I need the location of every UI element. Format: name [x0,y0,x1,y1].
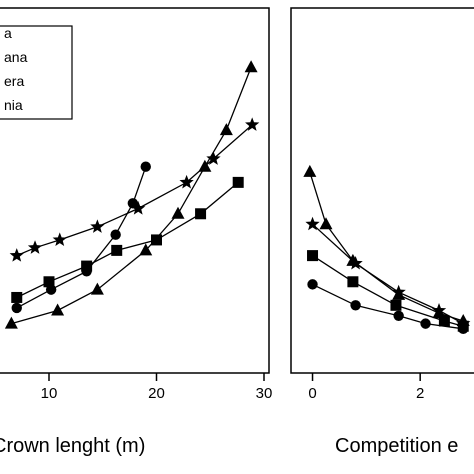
left-x-tick-label: 20 [148,385,165,402]
left-data-point-circle [127,198,139,209]
left-data-point-square [195,208,207,220]
legend-box [0,25,73,120]
crown-length-panel: 10 20 30 a ana era nia Crown lenght (m) [0,7,273,457]
left-series-star [9,117,260,262]
left-data-point-triangle [4,316,18,329]
right-data-point-star [305,216,320,231]
right-data-point-circle [420,318,431,329]
right-data-point-square [390,299,402,311]
left-data-point-circle [110,229,121,240]
left-data-point-square [43,276,55,288]
left-data-point-star [52,232,67,246]
right-data-point-star [348,255,363,270]
left-series-line [16,124,253,257]
right-data-point-circle [393,310,404,321]
legend: a ana era nia [0,25,73,120]
left-data-point-star [179,174,194,189]
left-data-point-triangle [219,123,233,136]
left-data-point-triangle [51,303,65,316]
left-data-point-triangle [90,282,104,295]
left-data-point-circle [11,302,22,314]
right-data-point-square [307,250,319,262]
left-x-ticks: 10 20 30 [41,373,273,402]
right-x-tick-label: 2 [416,385,424,402]
right-data-point-triangle [303,164,317,177]
right-data-point-circle [307,279,318,290]
left-data-point-triangle [171,206,185,219]
right-series-line [309,171,464,322]
right-data-point-star [456,316,471,330]
right-series-triangle [303,164,470,326]
legend-entry-label: era [4,73,24,89]
left-series-square [11,176,244,303]
legend-entry-label: nia [4,97,23,113]
right-plot-frame [290,7,474,374]
left-data-point-square [11,291,23,303]
legend-entry-label: ana [4,49,28,65]
right-data-point-triangle [319,217,333,230]
left-data-point-square [111,244,123,256]
left-data-point-star [131,201,146,215]
left-series-line [16,166,147,309]
left-x-tick-label: 30 [256,385,273,402]
right-series-group [303,164,471,335]
left-data-point-square [81,260,93,272]
left-data-point-star [245,117,260,131]
left-series-circle [11,161,151,314]
left-data-point-star [206,151,221,165]
right-x-tick-label: 0 [308,385,316,402]
right-data-point-square [347,276,359,288]
left-data-point-square [151,234,162,246]
right-data-point-circle [350,300,361,311]
right-series-square [307,250,469,332]
legend-entries: a ana era nia [4,25,28,113]
left-data-point-star [90,219,105,233]
right-data-point-star [431,303,447,317]
left-data-point-triangle [139,243,153,256]
left-data-point-star [27,240,43,254]
legend-entry-label: a [4,25,12,41]
right-series-star [305,216,471,330]
left-plot-frame [0,7,270,374]
left-x-axis-label: Crown lenght (m) [0,435,145,457]
left-x-tick-label: 10 [41,385,58,402]
left-series-group [4,60,260,329]
left-data-point-star [9,248,24,262]
right-data-point-star [391,284,406,299]
left-data-point-circle [140,161,151,172]
right-data-point-square [438,315,450,327]
right-x-axis-label: Competition e [335,435,458,457]
left-data-point-triangle [244,60,258,73]
left-series-line [11,67,252,325]
left-data-point-square [232,176,244,188]
